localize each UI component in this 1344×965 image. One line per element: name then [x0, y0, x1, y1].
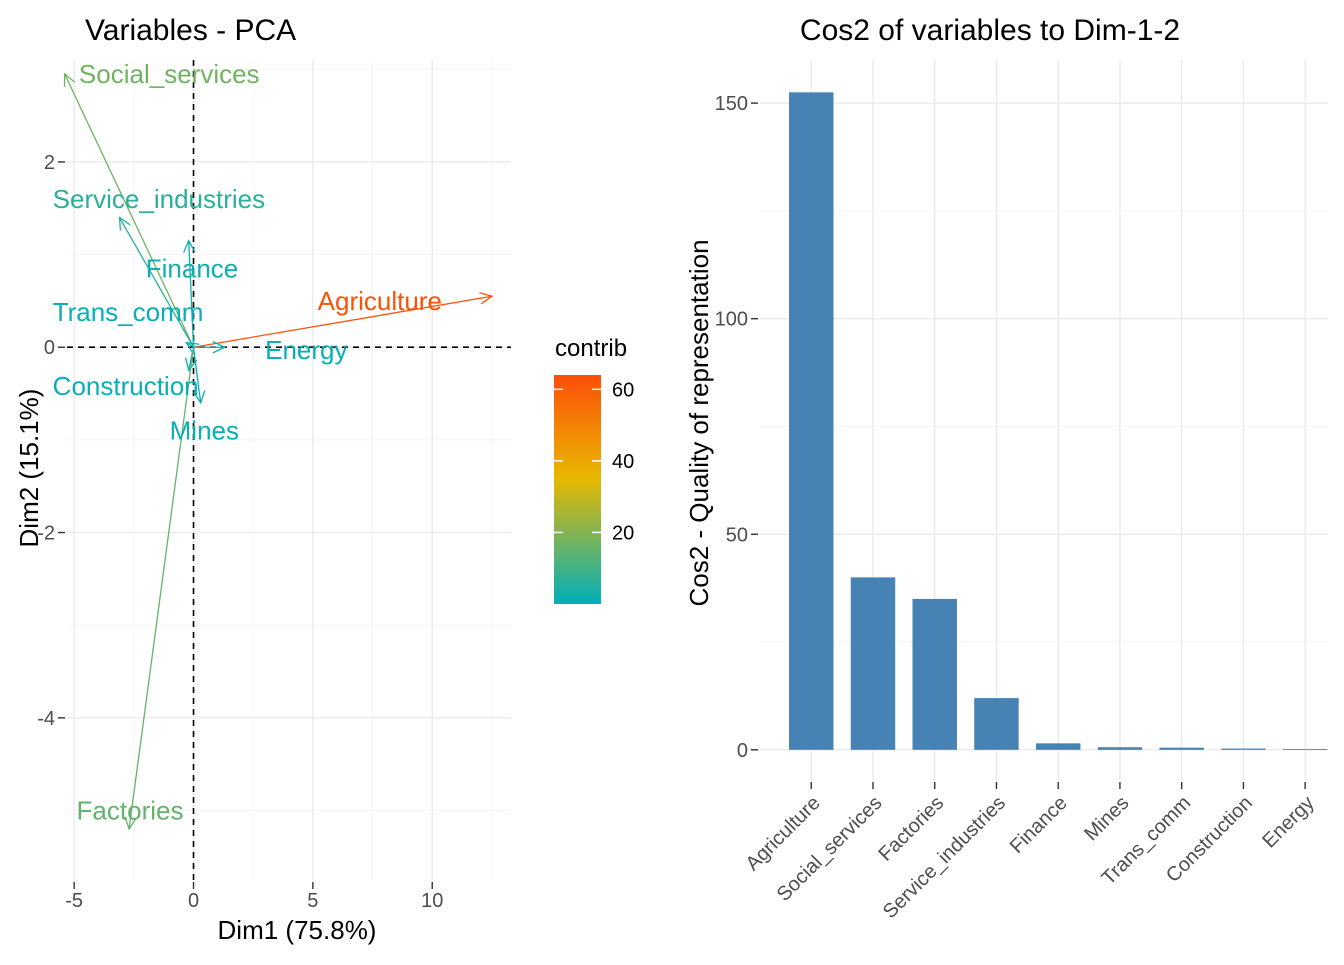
bar-y-tick-label: 100: [715, 309, 748, 331]
contrib-legend: contrib 20 40 60: [554, 335, 634, 604]
legend-tick-label: 60: [612, 379, 634, 401]
pca-label-agriculture: Agriculture: [318, 286, 442, 316]
pca-label-social-services: Social_services: [79, 59, 260, 89]
pca-arrowhead-energy: [212, 340, 227, 354]
legend-color-bar: [554, 375, 601, 604]
bar-trans-comm: [1159, 747, 1204, 750]
pca-arrowhead-finance: [183, 239, 196, 253]
pca-y-axis-title: Dim2 (15.1%): [14, 389, 44, 548]
bar-x-tick-label-energy: Energy: [1258, 792, 1318, 852]
pca-label-trans-comm: Trans_comm: [53, 297, 204, 327]
legend-tick-label: 20: [612, 522, 634, 544]
bar-construction: [1221, 748, 1266, 750]
bar-social-services: [850, 577, 896, 750]
pca-arrow-finance: [188, 240, 195, 348]
pca-x-tick-label: -5: [65, 890, 83, 912]
bar-y-tick-label: 150: [715, 93, 748, 115]
pca-x-tick-label: 0: [188, 890, 199, 912]
bar-agriculture: [789, 92, 834, 750]
pca-grid: [67, 60, 511, 880]
pca-y-tick-label: -2: [37, 523, 55, 545]
pca-variable-labels: Agriculture Social_services Service_indust…: [53, 59, 442, 826]
pca-y-tick-label: 2: [44, 152, 55, 174]
pca-arrowhead-construction: [184, 357, 198, 372]
pca-ticks: -5 0 5 10 -4 -2 0 2: [37, 152, 443, 912]
bar-x-tick-label-service-industries: Service_industries: [879, 792, 1010, 923]
bar-y-axis-title: Cos2 - Quality of representation: [684, 239, 714, 606]
bar-y-tick-label: 0: [737, 740, 748, 762]
bar-service-industries: [974, 698, 1019, 750]
pca-arrow-mines: [192, 347, 202, 403]
pca-label-construction: Construction: [53, 371, 199, 401]
bar-mines: [1097, 747, 1143, 750]
bar-y-tick-label: 50: [726, 524, 748, 546]
bar-bars: [789, 92, 1328, 750]
bar-energy: [1282, 748, 1328, 750]
legend-tick-label: 40: [612, 451, 634, 473]
pca-variables-panel: Variables - PCA -5 0 5 10 -4 -2 0 2 Agriculture…: [14, 14, 511, 945]
pca-label-factories: Factories: [77, 796, 184, 826]
pca-arrowhead-trans-comm: [185, 341, 200, 355]
legend-title: contrib: [555, 335, 627, 362]
pca-arrowhead-agriculture: [479, 292, 494, 305]
pca-arrow-social-services: [64, 73, 195, 348]
pca-x-axis-title: Dim1 (75.8%): [218, 915, 377, 945]
pca-arrowhead-factories: [124, 816, 137, 831]
bar-chart-title: Cos2 of variables to Dim-1-2: [800, 14, 1180, 47]
bar-x-tick-label-finance: Finance: [1006, 792, 1072, 858]
pca-arrows: [63, 72, 494, 831]
pca-label-mines: Mines: [170, 416, 239, 446]
pca-arrowhead-mines: [193, 390, 206, 405]
bar-finance: [1035, 743, 1081, 750]
pca-label-energy: Energy: [265, 335, 347, 365]
pca-label-finance: Finance: [146, 253, 239, 283]
bar-x-tick-label-mines: Mines: [1080, 792, 1133, 845]
bar-grid: [760, 60, 1328, 780]
bar-x-tick-label-social-services: Social_services: [773, 792, 887, 906]
pca-x-tick-label: 5: [307, 890, 318, 912]
bar-factories: [912, 598, 957, 750]
pca-x-tick-label: 10: [421, 890, 443, 912]
pca-arrowhead-social-services: [63, 72, 76, 87]
pca-chart-title: Variables - PCA: [85, 14, 296, 47]
pca-y-tick-label: 0: [44, 337, 55, 359]
pca-label-service-industries: Service_industries: [53, 184, 265, 214]
pca-arrowhead-service-industries: [118, 216, 131, 231]
cos2-bar-panel: Cos2 of variables to Dim-1-2 050100150Ag…: [684, 14, 1328, 923]
pca-arrow-agriculture: [193, 295, 493, 348]
pca-arrow-factories: [128, 347, 195, 830]
pca-y-tick-label: -4: [37, 708, 55, 730]
legend-ticks: 20 40 60: [554, 379, 634, 544]
pca-arrow-service-industries: [118, 217, 195, 348]
